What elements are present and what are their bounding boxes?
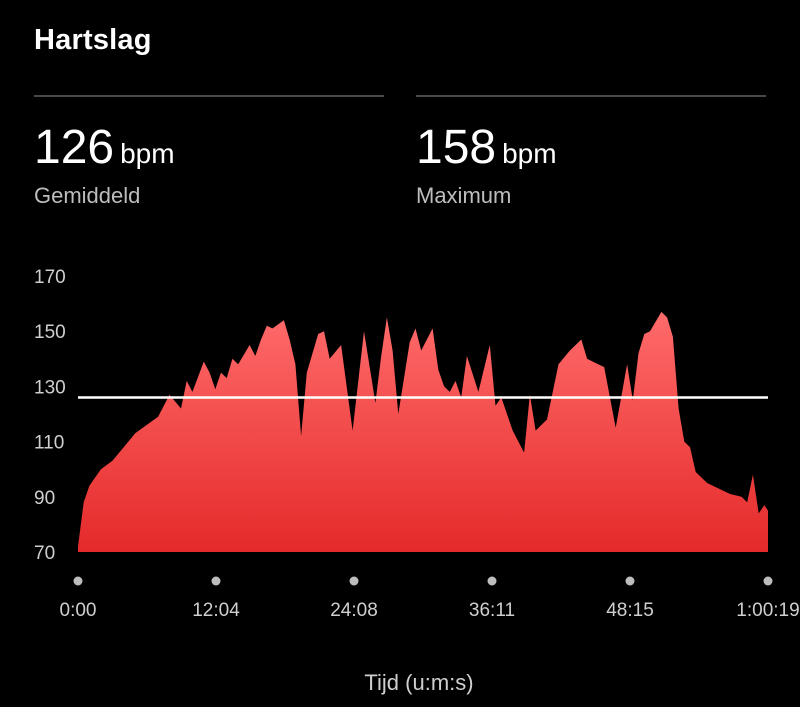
x-tick-dot bbox=[487, 576, 497, 586]
page-title: Hartslag bbox=[34, 24, 152, 56]
y-tick-label: 130 bbox=[34, 377, 66, 398]
average-unit: bpm bbox=[120, 138, 175, 169]
x-tick-dot bbox=[625, 576, 635, 586]
maximum-value: 158 bbox=[416, 121, 497, 174]
average-label: Gemiddeld bbox=[34, 183, 141, 208]
stat-divider-right bbox=[416, 95, 766, 97]
maximum-stat: 158 bpm Maximum bbox=[416, 120, 557, 209]
y-tick-label: 170 bbox=[34, 267, 66, 288]
x-tick-dot bbox=[763, 576, 773, 586]
maximum-unit: bpm bbox=[502, 138, 557, 169]
x-tick-label: 24:08 bbox=[330, 600, 378, 621]
heart-rate-area bbox=[78, 311, 768, 552]
maximum-label: Maximum bbox=[416, 183, 512, 208]
x-axis: 0:00 12:04 24:08 36:11 48:15 1:00:19 bbox=[60, 576, 800, 621]
x-axis-label: Tijd (u:m:s) bbox=[364, 670, 474, 695]
x-tick-label: 36:11 bbox=[469, 600, 515, 621]
y-tick-label: 90 bbox=[34, 488, 55, 509]
y-tick-label: 150 bbox=[34, 322, 66, 343]
x-tick-dot bbox=[211, 576, 221, 586]
average-stat: 126 bpm Gemiddeld bbox=[34, 120, 175, 209]
y-tick-label: 70 bbox=[34, 543, 55, 564]
x-tick-label: 0:00 bbox=[60, 600, 97, 621]
y-axis: 170 150 130 110 90 70 bbox=[34, 267, 66, 564]
x-tick-dot bbox=[349, 576, 359, 586]
y-tick-label: 110 bbox=[34, 433, 64, 454]
average-value: 126 bbox=[34, 121, 115, 174]
x-tick-dot bbox=[73, 576, 83, 586]
x-tick-label: 1:00:19 bbox=[736, 600, 799, 621]
x-tick-label: 48:15 bbox=[606, 600, 654, 621]
x-tick-label: 12:04 bbox=[192, 600, 240, 621]
stat-divider-left bbox=[34, 95, 384, 97]
heart-rate-chart: 170 150 130 110 90 70 0:00 12:04 24:08 36:11 48:1… bbox=[34, 267, 800, 621]
